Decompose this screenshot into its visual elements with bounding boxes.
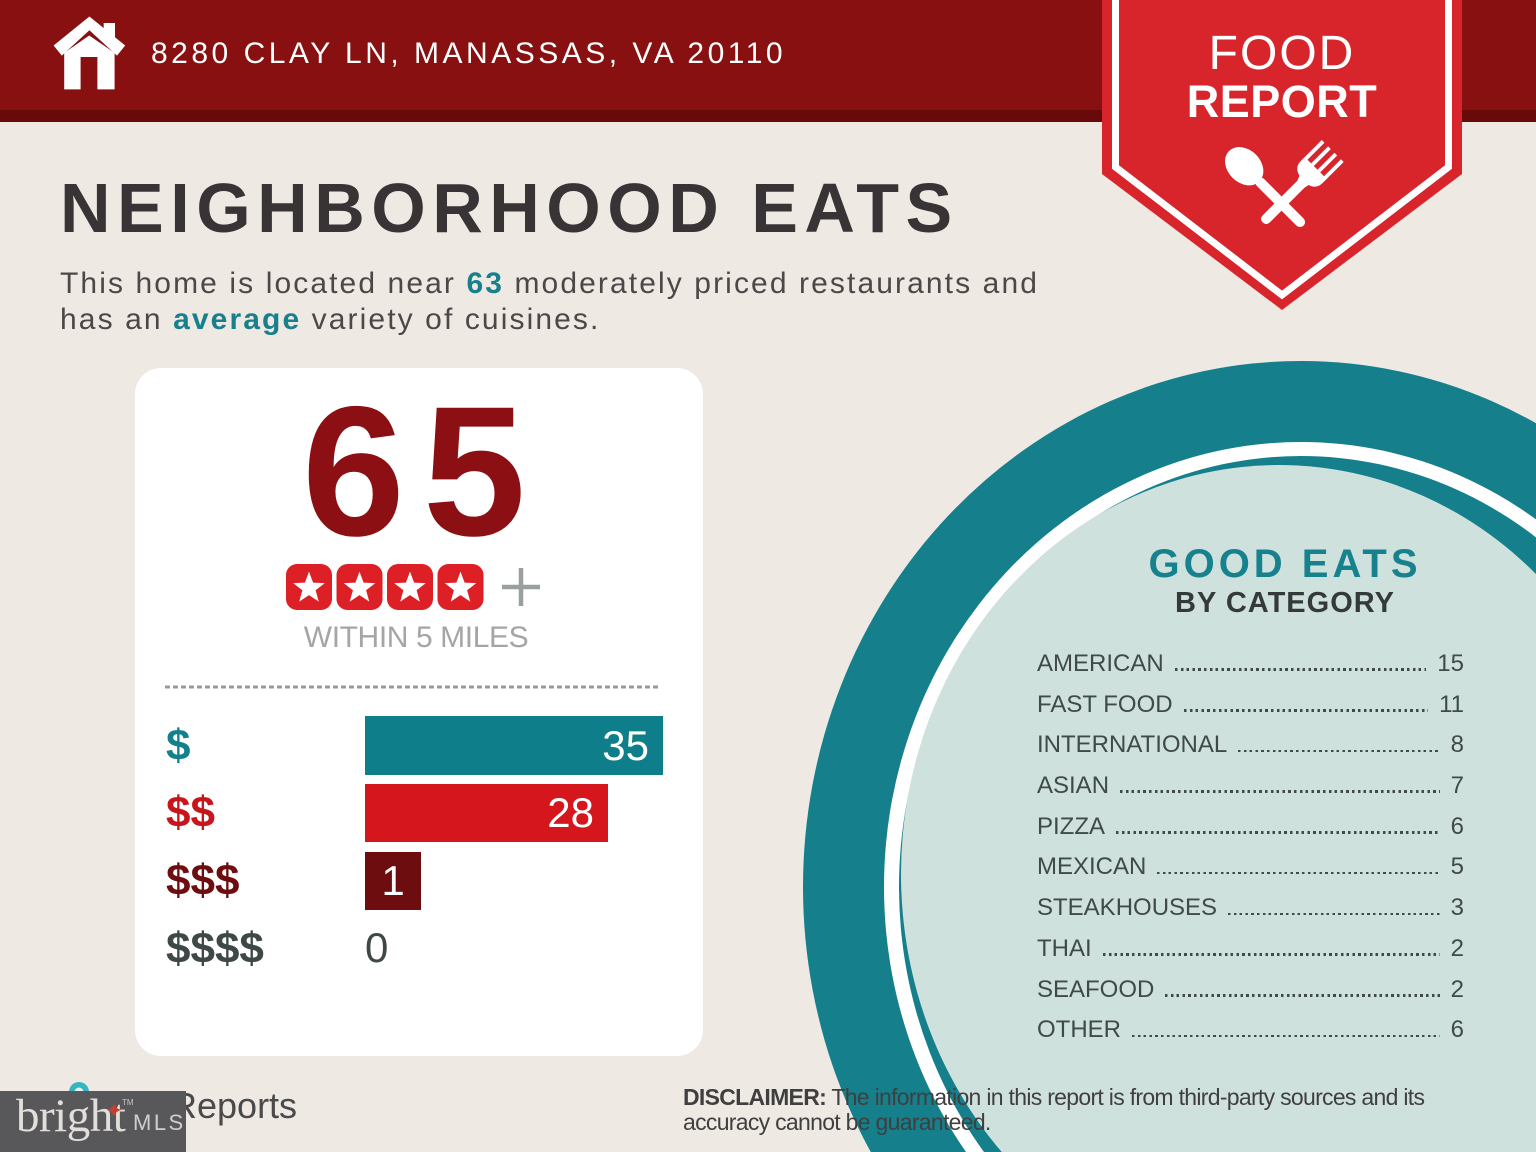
svg-text:FOOD: FOOD — [1209, 27, 1356, 80]
svg-text:REPORT: REPORT — [1187, 76, 1378, 127]
